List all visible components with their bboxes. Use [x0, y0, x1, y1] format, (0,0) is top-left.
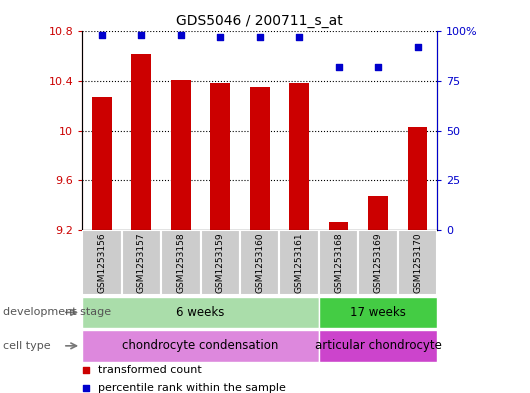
Bar	[131, 54, 151, 230]
Bar	[319, 297, 437, 328]
Text: articular chondrocyte: articular chondrocyte	[315, 339, 441, 353]
Bar	[82, 330, 319, 362]
Point	[288, 135, 296, 141]
Bar	[121, 230, 161, 295]
Text: development stage: development stage	[3, 307, 111, 318]
Bar	[171, 80, 191, 230]
Bar	[240, 230, 279, 295]
Text: percentile rank within the sample: percentile rank within the sample	[98, 383, 286, 393]
Text: GSM1253160: GSM1253160	[255, 232, 264, 293]
Text: GSM1253156: GSM1253156	[98, 232, 107, 293]
Point	[216, 34, 225, 40]
Bar	[250, 86, 270, 230]
Text: GSM1253170: GSM1253170	[413, 232, 422, 293]
Point	[288, 296, 296, 302]
Point	[98, 32, 106, 39]
Bar	[368, 196, 388, 230]
Bar	[279, 230, 319, 295]
Bar	[200, 230, 240, 295]
Text: GSM1253158: GSM1253158	[176, 232, 186, 293]
Bar	[319, 330, 437, 362]
Point	[255, 34, 264, 40]
Point	[176, 32, 185, 39]
Point	[334, 64, 343, 70]
Text: 17 weeks: 17 weeks	[350, 306, 406, 319]
Bar	[398, 230, 437, 295]
Bar	[289, 83, 309, 230]
Bar	[92, 97, 112, 230]
Text: GSM1253169: GSM1253169	[374, 232, 383, 293]
Bar	[161, 230, 200, 295]
Bar	[329, 222, 349, 230]
Text: 6 weeks: 6 weeks	[176, 306, 225, 319]
Text: GSM1253168: GSM1253168	[334, 232, 343, 293]
Text: chondrocyte condensation: chondrocyte condensation	[122, 339, 279, 353]
Text: transformed count: transformed count	[98, 365, 202, 375]
Bar	[82, 297, 319, 328]
Text: GSM1253157: GSM1253157	[137, 232, 146, 293]
Point	[413, 44, 422, 50]
Bar	[319, 230, 358, 295]
Title: GDS5046 / 200711_s_at: GDS5046 / 200711_s_at	[176, 14, 343, 28]
Bar	[408, 127, 427, 230]
Bar	[358, 230, 398, 295]
Bar	[210, 83, 230, 230]
Point	[295, 34, 303, 40]
Text: cell type: cell type	[3, 341, 50, 351]
Text: GSM1253159: GSM1253159	[216, 232, 225, 293]
Text: GSM1253161: GSM1253161	[295, 232, 304, 293]
Bar	[82, 230, 121, 295]
Point	[137, 32, 146, 39]
Point	[374, 64, 382, 70]
